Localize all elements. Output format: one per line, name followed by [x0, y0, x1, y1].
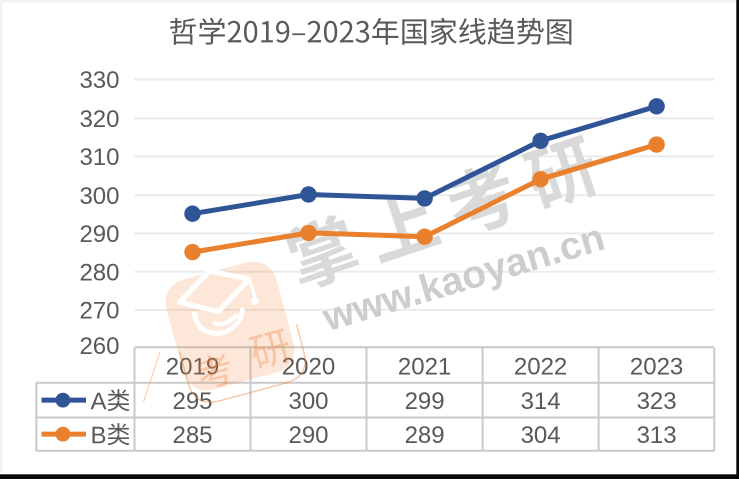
svg-text:270: 270	[79, 298, 119, 325]
svg-text:295: 295	[172, 388, 212, 415]
svg-text:2020: 2020	[282, 353, 335, 380]
svg-text:330: 330	[79, 67, 119, 94]
svg-text:310: 310	[79, 144, 119, 171]
svg-text:280: 280	[79, 259, 119, 286]
svg-text:260: 260	[79, 333, 119, 360]
svg-text:300: 300	[79, 183, 119, 210]
svg-text:320: 320	[79, 106, 119, 133]
svg-text:304: 304	[521, 422, 561, 449]
svg-text:290: 290	[288, 422, 328, 449]
svg-text:300: 300	[288, 388, 328, 415]
svg-text:313: 313	[637, 422, 677, 449]
svg-text:2021: 2021	[398, 353, 451, 380]
svg-text:289: 289	[405, 422, 445, 449]
svg-text:290: 290	[79, 221, 119, 248]
svg-text:314: 314	[521, 388, 561, 415]
svg-text:2023: 2023	[630, 353, 683, 380]
svg-text:323: 323	[637, 388, 677, 415]
svg-text:2022: 2022	[514, 353, 567, 380]
svg-text:299: 299	[405, 388, 445, 415]
svg-text:2019: 2019	[166, 353, 219, 380]
svg-text:285: 285	[172, 422, 212, 449]
